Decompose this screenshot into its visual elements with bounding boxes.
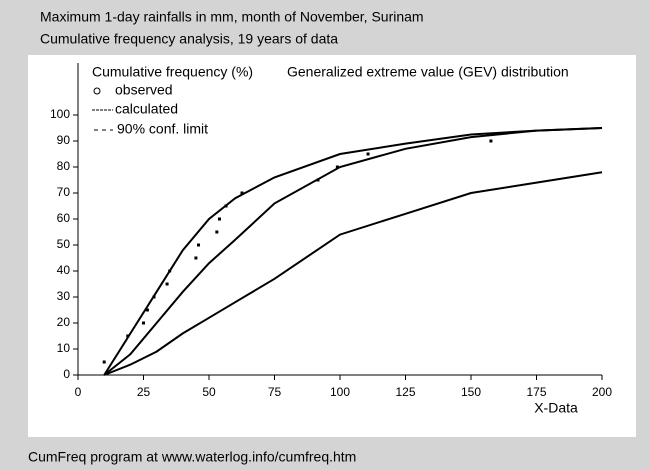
y-tick-label: 0 (63, 367, 70, 381)
plot-panel (28, 55, 636, 437)
y-tick-label: 70 (57, 185, 71, 199)
y-tick-label: 100 (50, 107, 70, 121)
x-tick-label: 50 (202, 385, 216, 399)
observed-point (240, 191, 244, 195)
y-tick-label: 20 (57, 315, 71, 329)
x-tick-label: 0 (75, 385, 82, 399)
x-tick-label: 75 (268, 385, 282, 399)
y-tick-label: 40 (57, 263, 71, 277)
x-axis-label: X-Data (534, 400, 578, 416)
observed-point (366, 152, 370, 156)
x-tick-label: 125 (395, 385, 415, 399)
observed-point (224, 204, 228, 208)
footer: CumFreq program at www.waterlog.info/cum… (28, 449, 356, 465)
y-tick-label: 30 (57, 289, 71, 303)
x-tick-label: 175 (526, 385, 546, 399)
y-tick-label: 80 (57, 159, 71, 173)
observed-point (215, 230, 219, 234)
annotation: Generalized extreme value (GEV) distribu… (287, 64, 569, 80)
observed-point (142, 321, 145, 325)
y-tick-label: 50 (57, 237, 71, 251)
observed-point (145, 308, 149, 312)
observed-point (197, 243, 201, 247)
legend-label: observed (115, 82, 173, 98)
observed-point (217, 217, 221, 221)
observed-point (165, 282, 169, 286)
chart-subtitle: Cumulative frequency analysis, 19 years … (40, 31, 338, 47)
x-tick-label: 100 (330, 385, 350, 399)
x-tick-label: 150 (461, 385, 481, 399)
y-tick-label: 60 (57, 211, 71, 225)
upper-limit-line (103, 127, 603, 376)
x-tick-label: 25 (137, 385, 151, 399)
observed-point (102, 360, 106, 364)
y-tick-label: 90 (57, 133, 71, 147)
observed-point (126, 334, 130, 338)
observed-point (194, 256, 198, 260)
y-tick-label: 10 (57, 341, 71, 355)
y-axis-label: Cumulative frequency (%) (92, 64, 253, 80)
observed-point (168, 269, 172, 273)
observed-point (335, 165, 339, 169)
calculated-line (103, 127, 603, 376)
chart-title: Maximum 1-day rainfalls in mm, month of … (40, 9, 424, 25)
legend-label: calculated (115, 101, 178, 117)
lower-limit-line (103, 171, 603, 376)
x-tick-label: 200 (592, 385, 612, 399)
observed-point (489, 139, 493, 143)
observed-point (316, 178, 320, 182)
observed-point (152, 295, 156, 299)
legend-label: 90% conf. limit (117, 121, 208, 137)
legend-symbol (93, 87, 101, 95)
